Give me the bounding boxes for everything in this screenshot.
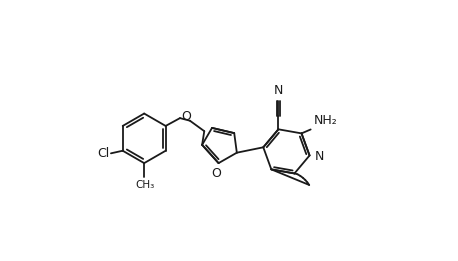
Text: N: N (274, 84, 283, 97)
Text: O: O (181, 110, 191, 123)
Text: N: N (314, 150, 324, 163)
Text: NH₂: NH₂ (313, 114, 337, 127)
Text: Cl: Cl (98, 147, 109, 160)
Text: CH₃: CH₃ (136, 180, 155, 189)
Text: O: O (211, 167, 221, 180)
